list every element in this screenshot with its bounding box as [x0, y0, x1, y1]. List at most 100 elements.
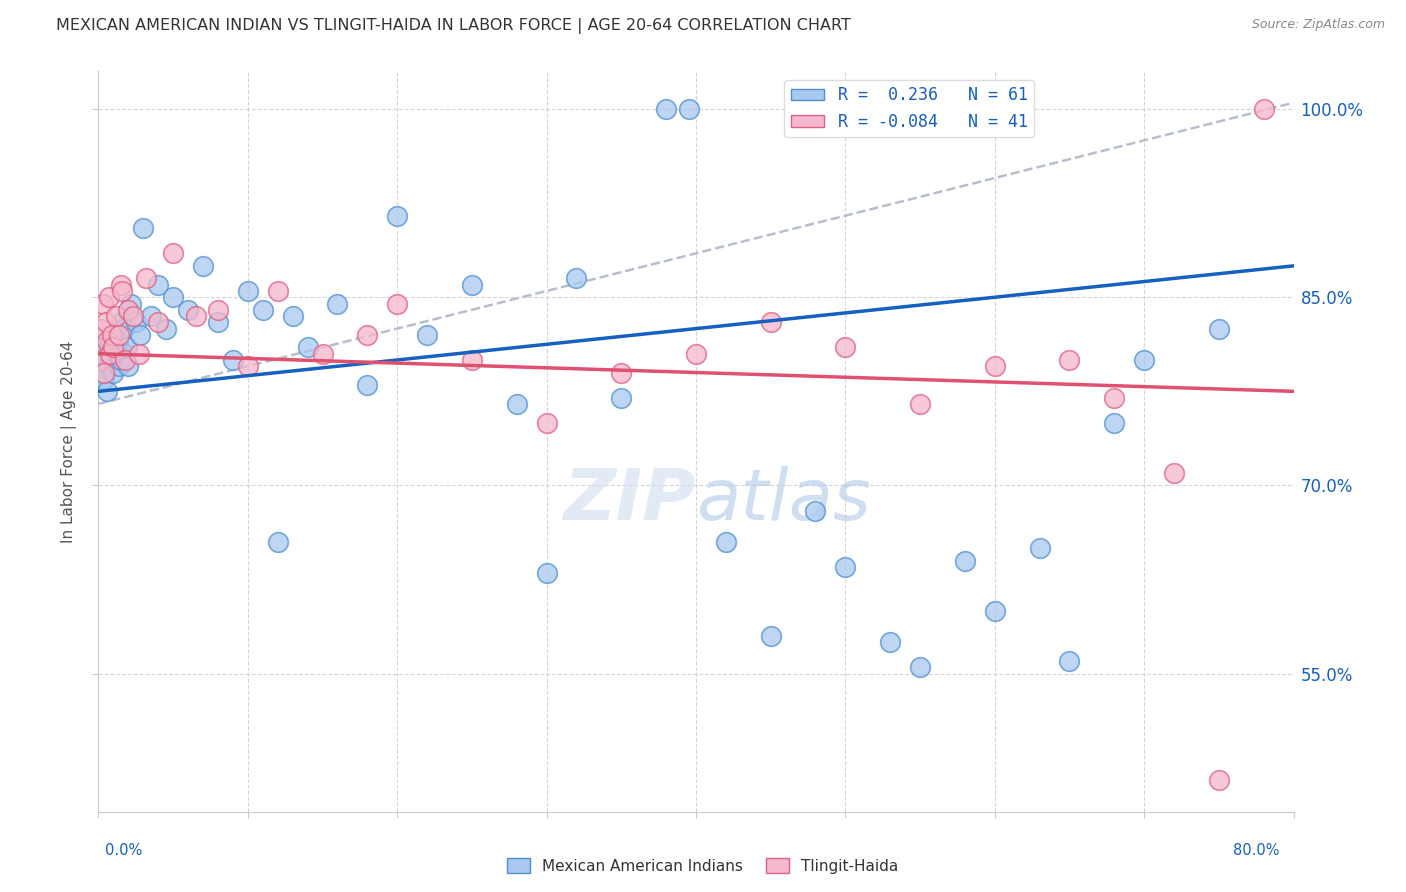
Point	[90, 321, 112, 335]
Point	[610, 391, 633, 405]
Point	[105, 309, 128, 323]
Point	[759, 629, 782, 643]
Point	[953, 554, 976, 568]
Point	[1253, 102, 1275, 116]
Point	[1059, 654, 1081, 668]
Point	[984, 359, 1007, 374]
Point	[94, 315, 117, 329]
Point	[93, 372, 115, 386]
Point	[112, 321, 135, 335]
Point	[117, 359, 139, 374]
Point	[94, 353, 117, 368]
Point	[120, 296, 142, 310]
Y-axis label: In Labor Force | Age 20-64: In Labor Force | Age 20-64	[60, 341, 77, 542]
Point	[1028, 541, 1050, 556]
Text: atlas: atlas	[696, 467, 870, 535]
Point	[834, 340, 856, 354]
Point	[759, 315, 782, 329]
Point	[98, 347, 122, 361]
Point	[1059, 353, 1081, 368]
Point	[461, 277, 484, 292]
Point	[267, 535, 290, 549]
Text: Source: ZipAtlas.com: Source: ZipAtlas.com	[1251, 18, 1385, 31]
Point	[103, 366, 125, 380]
Text: 0.0%: 0.0%	[105, 843, 142, 858]
Legend: Mexican American Indians, Tlingit-Haida: Mexican American Indians, Tlingit-Haida	[501, 852, 905, 880]
Point	[115, 340, 138, 354]
Point	[148, 315, 170, 329]
Point	[236, 284, 259, 298]
Point	[506, 397, 529, 411]
Point	[155, 321, 177, 335]
Point	[121, 309, 143, 323]
Point	[107, 334, 129, 348]
Point	[191, 259, 214, 273]
Point	[132, 221, 155, 235]
Point	[135, 271, 157, 285]
Point	[1104, 416, 1126, 430]
Point	[461, 353, 484, 368]
Point	[236, 359, 259, 374]
Point	[385, 209, 409, 223]
Point	[103, 340, 125, 354]
Point	[98, 334, 122, 348]
Point	[90, 366, 112, 380]
Point	[714, 535, 737, 549]
Point	[91, 296, 114, 310]
Point	[908, 660, 931, 674]
Point	[97, 359, 120, 374]
Point	[1208, 321, 1230, 335]
Point	[96, 384, 118, 399]
Point	[111, 315, 134, 329]
Point	[91, 340, 114, 354]
Point	[110, 277, 132, 292]
Point	[207, 302, 229, 317]
Point	[356, 327, 378, 342]
Point	[108, 359, 131, 374]
Point	[177, 302, 200, 317]
Point	[1163, 466, 1185, 480]
Point	[129, 327, 152, 342]
Point	[1208, 773, 1230, 788]
Point	[108, 327, 131, 342]
Point	[128, 347, 150, 361]
Text: MEXICAN AMERICAN INDIAN VS TLINGIT-HAIDA IN LABOR FORCE | AGE 20-64 CORRELATION : MEXICAN AMERICAN INDIAN VS TLINGIT-HAIDA…	[56, 18, 851, 34]
Point	[125, 315, 148, 329]
Point	[326, 296, 349, 310]
Point	[207, 315, 229, 329]
Point	[565, 271, 588, 285]
Point	[184, 309, 207, 323]
Point	[536, 416, 558, 430]
Text: 80.0%: 80.0%	[1233, 843, 1279, 858]
Point	[162, 246, 184, 260]
Point	[281, 309, 304, 323]
Point	[104, 327, 127, 342]
Point	[610, 366, 633, 380]
Point	[252, 302, 274, 317]
Point	[89, 353, 111, 368]
Point	[536, 566, 558, 581]
Point	[984, 604, 1007, 618]
Point	[93, 366, 115, 380]
Point	[101, 327, 124, 342]
Point	[105, 347, 128, 361]
Point	[96, 334, 118, 348]
Point	[148, 277, 170, 292]
Point	[685, 347, 707, 361]
Point	[97, 290, 120, 304]
Point	[110, 353, 132, 368]
Point	[1104, 391, 1126, 405]
Point	[222, 353, 245, 368]
Point	[385, 296, 409, 310]
Point	[879, 635, 901, 649]
Point	[416, 327, 439, 342]
Point	[139, 309, 162, 323]
Point	[267, 284, 290, 298]
Point	[655, 102, 678, 116]
Point	[297, 340, 319, 354]
Point	[311, 347, 333, 361]
Text: ZIP: ZIP	[564, 467, 696, 535]
Point	[1133, 353, 1156, 368]
Point	[908, 397, 931, 411]
Point	[834, 560, 856, 574]
